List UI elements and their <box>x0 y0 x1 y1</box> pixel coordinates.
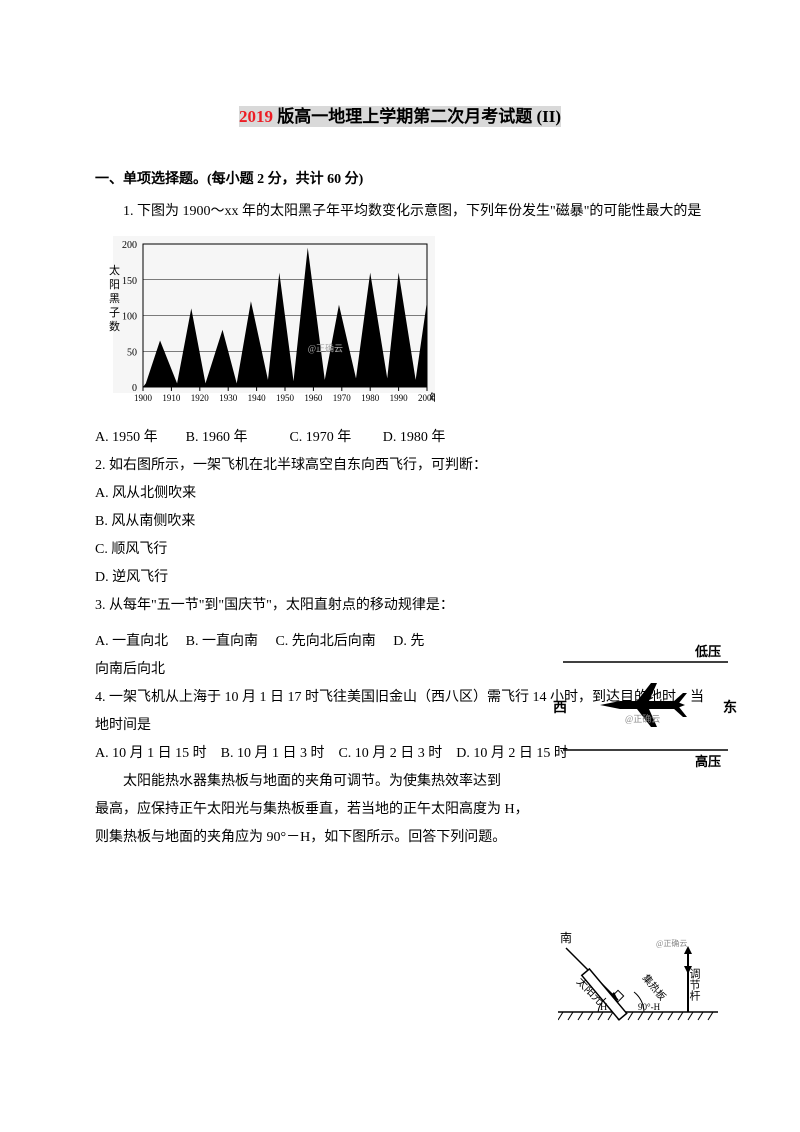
q1-options: A. 1950 年 B. 1960 年 C. 1970 年 D. 1980 年 <box>95 424 705 452</box>
q2-line: 2. 如右图所示，一架飞机在北半球高空自东向西飞行，可判断： <box>95 452 705 480</box>
svg-text:200: 200 <box>122 240 137 251</box>
svg-text:1940: 1940 <box>248 393 267 403</box>
svg-text:太: 太 <box>109 264 120 277</box>
airplane-diagram: 低压 高压 西 东 @正确云 <box>553 640 738 770</box>
title-rest: 版高一地理上学期第二次月考试题 (II) <box>273 106 561 127</box>
svg-text:数: 数 <box>109 320 120 333</box>
angle-90h: 90°-H <box>638 1002 661 1012</box>
svg-text:1970: 1970 <box>333 393 352 403</box>
east-label: 东 <box>723 699 737 716</box>
solar-collector-diagram: 南 太阳光 集热板 调节杆 H 90°-H @正确云 <box>558 930 718 1030</box>
panel-label: 集热板 <box>640 972 669 1003</box>
svg-text:1980: 1980 <box>361 393 380 403</box>
west-label: 西 <box>553 700 567 716</box>
svg-text:50: 50 <box>127 347 137 358</box>
q2-opt-b: B. 风从南侧吹来 <box>95 508 705 536</box>
svg-text:阳: 阳 <box>109 278 120 291</box>
svg-text:年份: 年份 <box>429 391 435 404</box>
q2-opt-d: D. 逆风飞行 <box>95 564 705 592</box>
svg-text:1920: 1920 <box>191 393 210 403</box>
q5-line2: 最高，应保持正午太阳光与集热板垂直，若当地的正午太阳高度为 H， <box>95 796 705 824</box>
q2-opt-c: C. 顺风飞行 <box>95 536 705 564</box>
low-pressure-label: 低压 <box>694 644 721 659</box>
svg-text:1930: 1930 <box>219 393 238 403</box>
svg-text:黑: 黑 <box>109 292 120 305</box>
q2-opt-a: A. 风从北侧吹来 <box>95 480 705 508</box>
q5-line3: 则集热板与地面的夹角应为 90°－H，如下图所示。回答下列问题。 <box>95 824 705 852</box>
sunspot-chart: 050100150200太阳黑子数19001910192019301940195… <box>95 234 435 420</box>
svg-text:100: 100 <box>122 312 137 323</box>
title-year: 2019 <box>239 106 273 127</box>
svg-text:1910: 1910 <box>162 393 181 403</box>
watermark-text: @正确云 <box>656 938 687 948</box>
watermark-text: @正确云 <box>625 713 660 724</box>
south-label: 南 <box>560 930 572 945</box>
svg-text:150: 150 <box>122 276 137 287</box>
svg-text:1990: 1990 <box>390 393 409 403</box>
svg-text:1960: 1960 <box>304 393 323 403</box>
pole-label: 调节杆 <box>688 968 701 1002</box>
angle-h: H <box>600 1002 607 1013</box>
section-header: 一、单项选择题。(每小题 2 分，共计 60 分) <box>95 166 705 194</box>
q3-line: 3. 从每年"五一节"到"国庆节"，太阳直射点的移动规律是： <box>95 592 705 620</box>
q5-line1: 太阳能热水器集热板与地面的夹角可调节。为使集热效率达到 <box>95 768 705 796</box>
svg-text:@正确云: @正确云 <box>308 342 343 353</box>
svg-text:1950: 1950 <box>276 393 295 403</box>
high-pressure-label: 高压 <box>695 754 721 769</box>
svg-text:子: 子 <box>109 306 120 319</box>
svg-text:1900: 1900 <box>134 393 153 403</box>
page-title: 2019 版高一地理上学期第二次月考试题 (II) <box>95 100 705 134</box>
q1-intro: 1. 下图为 1900～xx 年的太阳黑子年平均数变化示意图，下列年份发生"磁暴… <box>95 198 705 226</box>
